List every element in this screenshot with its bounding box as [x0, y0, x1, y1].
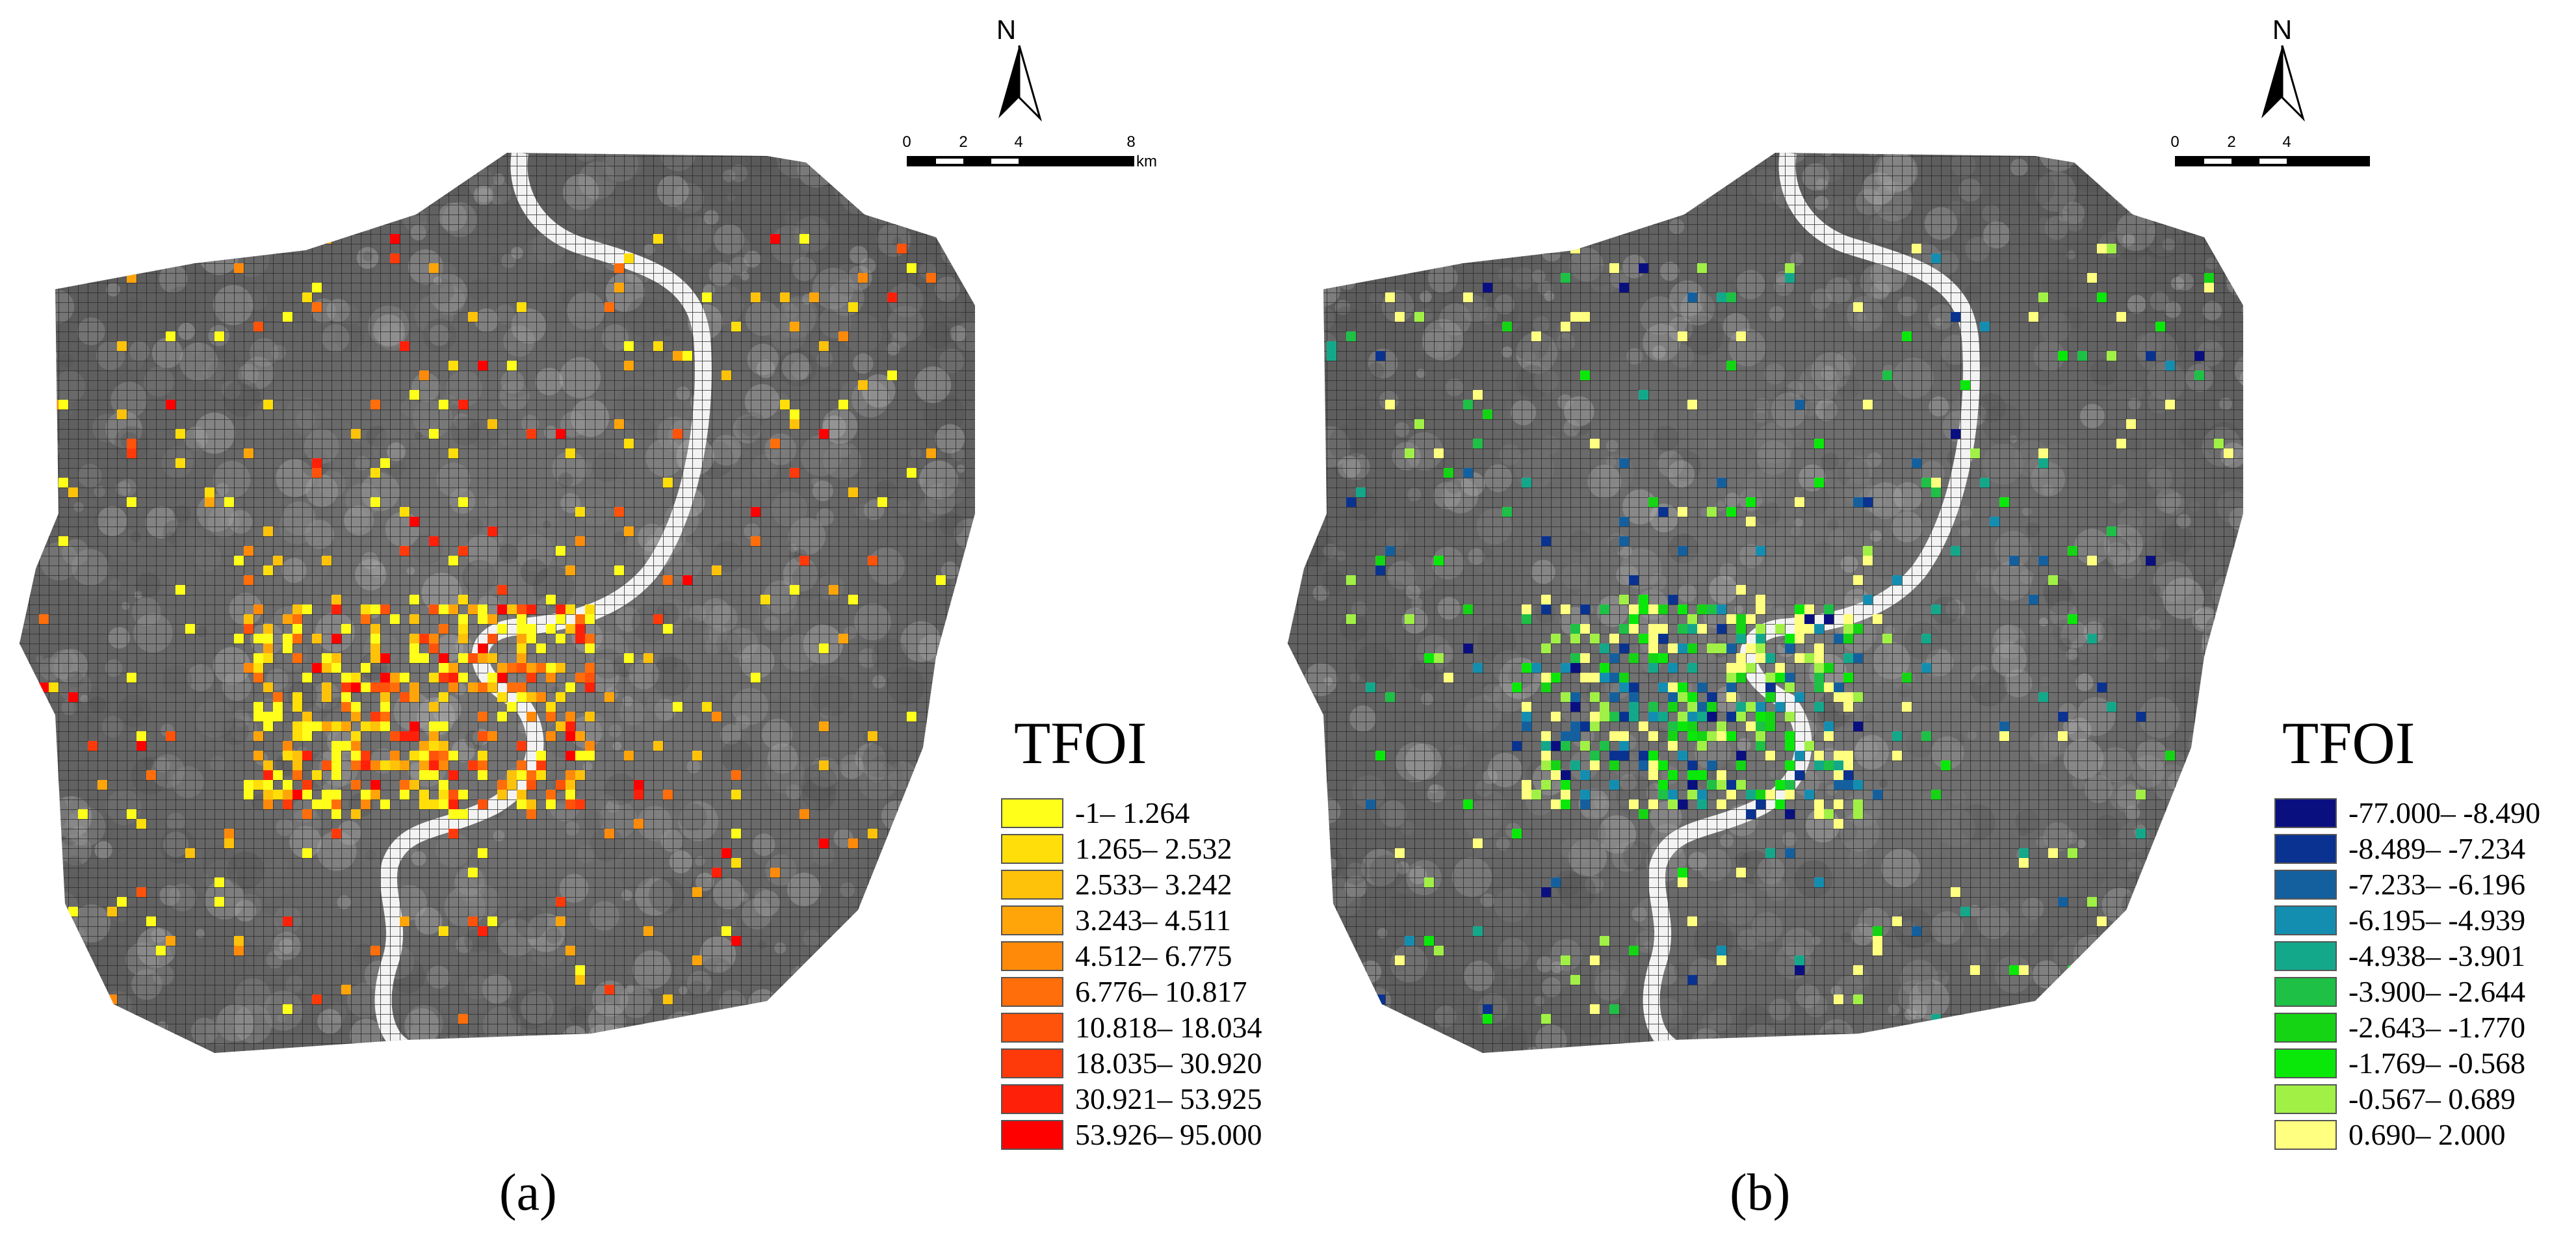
scale-tick: 0 [902, 133, 911, 151]
legend-label: -3.900– -2.644 [2348, 975, 2526, 1008]
legend-swatch [1001, 1048, 1063, 1078]
legend-swatch [2274, 834, 2337, 864]
legend-swatch [2274, 1084, 2337, 1114]
scale-unit: km [1136, 153, 1157, 170]
legend-label: -7.233– -6.196 [2348, 868, 2526, 901]
scale-tick: 2 [2227, 133, 2235, 151]
scale-tick: 4 [2282, 133, 2291, 151]
legend-swatch [1001, 870, 1063, 900]
legend-label: 30.921– 53.925 [1075, 1082, 1262, 1115]
scale-tick: 2 [959, 133, 967, 151]
legend-label: 0.690– 2.000 [2348, 1118, 2506, 1151]
legend-swatch [2274, 941, 2337, 971]
legend-swatch [2274, 977, 2337, 1007]
scale-bar: 0 2 4 [2170, 133, 2370, 166]
tfoi-cells [39, 234, 946, 1034]
legend-swatch [1001, 905, 1063, 935]
legend-label: -1.769– -0.568 [2348, 1046, 2526, 1080]
tfoi-map-b: N 0 2 4 [1288, 14, 2370, 1053]
legend-title: TFOI [2282, 710, 2415, 776]
panel-caption: (a) [499, 1164, 557, 1221]
legend-swatch [1001, 798, 1063, 828]
legend-label: -4.938– -3.901 [2348, 939, 2526, 972]
legend-swatch [2274, 1120, 2337, 1150]
legend-label: 6.776– 10.817 [1075, 975, 1247, 1008]
legend-label: -1– 1.264 [1075, 796, 1190, 829]
panel-caption: (b) [1730, 1164, 1791, 1221]
legend-swatch [2274, 1048, 2337, 1078]
legend-title: TFOI [1014, 710, 1147, 776]
legend-swatch [2274, 798, 2337, 828]
legend-label: 2.533– 3.242 [1075, 868, 1232, 901]
legend-swatch [1001, 977, 1063, 1007]
north-label: N [2272, 14, 2292, 45]
scale-tick: 8 [1126, 133, 1135, 151]
legend-label: 10.818– 18.034 [1075, 1011, 1262, 1044]
map-panel-b: N 0 2 4 TFOI -77.000– -8.490 -8.489– -7.2… [1288, 0, 2575, 1248]
legend-swatch [1001, 1013, 1063, 1043]
legend-label: 53.926– 95.000 [1075, 1118, 1262, 1151]
legend-swatch [1001, 941, 1063, 971]
legend-label: 1.265– 2.532 [1075, 832, 1232, 865]
legend-label: -6.195– -4.939 [2348, 904, 2526, 937]
map-panel-a: N 0 2 4 8 km TFOI -1– 1.264 1.265– 2.532 2… [20, 14, 1262, 1221]
tfoi-map-a: N 0 2 4 8 km [20, 14, 1157, 1053]
legend-swatch [1001, 1120, 1063, 1150]
scale-bar: 0 2 4 8 km [902, 133, 1157, 170]
legend-label: 18.035– 30.920 [1075, 1046, 1262, 1080]
north-label: N [996, 14, 1016, 45]
legend-swatch [2274, 870, 2337, 900]
legend-swatch [2274, 1013, 2337, 1043]
north-arrow: N [996, 14, 1043, 122]
scale-tick: 4 [1014, 133, 1022, 151]
north-arrow: N [2261, 14, 2306, 122]
legend-swatch [2274, 905, 2337, 935]
legend-label: -8.489– -7.234 [2348, 832, 2526, 865]
legend-label: 3.243– 4.511 [1075, 904, 1231, 937]
legend-label: -77.000– -8.490 [2348, 796, 2541, 829]
legend-label: 4.512– 6.775 [1075, 939, 1232, 972]
legend-swatch [1001, 834, 1063, 864]
legend-swatch [1001, 1084, 1063, 1114]
legend-label: -0.567– 0.689 [2348, 1082, 2516, 1115]
scale-tick: 0 [2170, 133, 2179, 151]
legend-label: -2.643– -1.770 [2348, 1011, 2526, 1044]
